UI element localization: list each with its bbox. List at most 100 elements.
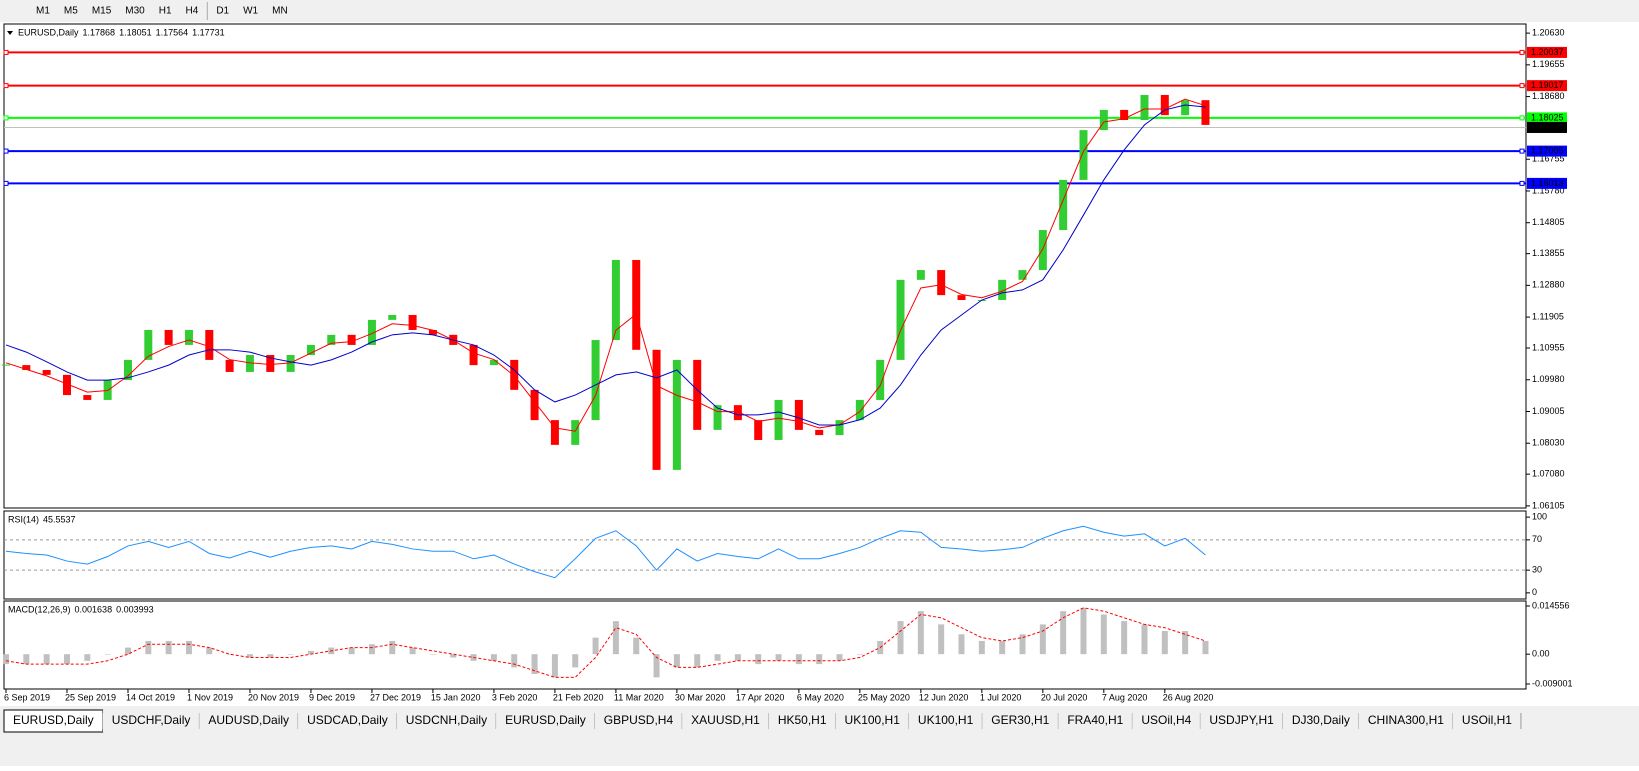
tab-label[interactable]: CHINA300,H1 (1368, 713, 1444, 727)
candle (205, 329, 214, 360)
timeframe-button[interactable]: H4 (186, 6, 199, 17)
tab[interactable] (768, 710, 836, 732)
tab[interactable] (1282, 710, 1359, 732)
macd-bar (673, 654, 680, 668)
candle (327, 334, 336, 345)
timeframe-button[interactable]: M15 (92, 6, 112, 17)
candle (1038, 230, 1047, 271)
tab[interactable] (199, 710, 299, 732)
x-tick-label: 21 Feb 2020 (553, 692, 604, 702)
macd-bar (389, 640, 396, 655)
tab[interactable] (835, 710, 909, 732)
macd-bar (856, 654, 863, 655)
timeframe-button[interactable]: M5 (64, 6, 78, 17)
timeframe-button[interactable]: M1 (36, 6, 50, 17)
x-tick-label: 25 Sep 2019 (65, 692, 116, 702)
tab-label[interactable]: AUDUSD,Daily (208, 713, 289, 727)
candle (367, 319, 376, 345)
tab-label[interactable]: GBPUSD,H4 (604, 713, 674, 727)
candle (62, 374, 71, 396)
macd-bar (206, 647, 213, 655)
y-tick-label: 0.00 (1532, 649, 1550, 659)
tab[interactable] (396, 710, 497, 732)
timeframe-button[interactable]: M30 (125, 6, 145, 17)
candle (286, 355, 295, 372)
candle (489, 359, 498, 366)
y-tick-label: 1.19655 (1532, 59, 1565, 69)
macd-bar (999, 640, 1006, 655)
level-label-box (1527, 46, 1567, 58)
indicator-text: 0.001638 (75, 604, 113, 614)
tab-label[interactable]: GER30,H1 (991, 713, 1049, 727)
candle (1079, 130, 1088, 180)
tab-label[interactable]: UK100,H1 (845, 713, 901, 727)
x-tick-label: 1 Jul 2020 (980, 692, 1022, 702)
tab-label[interactable]: FRA40,H1 (1067, 713, 1123, 727)
y-tick-label: 1.06105 (1532, 500, 1565, 510)
tab-label[interactable]: XAUUSD,H1 (691, 713, 760, 727)
tab[interactable] (908, 710, 983, 732)
candle (347, 334, 356, 345)
tab[interactable] (298, 710, 397, 732)
tab-label[interactable]: USDJPY,H1 (1209, 713, 1274, 727)
tab[interactable] (1058, 710, 1133, 732)
timeframe-button[interactable]: MN (272, 6, 288, 17)
macd-bar (246, 654, 253, 658)
tab-label[interactable]: EURUSD,Daily (13, 713, 94, 727)
indicator-text: 1.18051 (119, 27, 152, 37)
macd-bar (1060, 611, 1067, 655)
rsi-panel (3, 510, 1527, 600)
timeframe-button[interactable]: D1 (216, 6, 229, 17)
tab[interactable] (1452, 710, 1521, 732)
level-handle (1519, 148, 1525, 154)
candle (1181, 100, 1190, 116)
timeframe-button[interactable]: H1 (159, 6, 172, 17)
macd-bar (1182, 631, 1189, 655)
candle (164, 329, 173, 345)
candle (1099, 109, 1108, 131)
tab[interactable] (1200, 710, 1283, 732)
tab-label[interactable]: HK50,H1 (778, 713, 827, 727)
candle (144, 329, 153, 360)
candle (672, 359, 681, 470)
tab[interactable] (496, 710, 595, 732)
macd-bar (714, 654, 721, 661)
menu-arrow[interactable] (7, 31, 13, 35)
tab[interactable] (594, 710, 683, 732)
tab-label[interactable]: USDCNH,Daily (406, 713, 487, 727)
tab-label[interactable]: USDCAD,Daily (307, 713, 388, 727)
tab-label[interactable]: EURUSD,Daily (505, 713, 586, 727)
level-label-box (1527, 80, 1567, 92)
level-handle (1519, 115, 1525, 121)
tab[interactable] (682, 710, 769, 732)
x-tick-label: 27 Dec 2019 (370, 692, 421, 702)
macd-bar (917, 611, 924, 655)
y-tick-label: 70 (1532, 534, 1542, 544)
tab-label[interactable]: USOil,H1 (1462, 713, 1512, 727)
level-handle (3, 83, 9, 89)
timeframe-button[interactable]: W1 (243, 6, 258, 17)
macd-bar (145, 640, 152, 655)
y-tick-label: 1.14805 (1532, 217, 1565, 227)
candle (774, 399, 783, 440)
macd-bar (490, 654, 497, 661)
y-tick-label: 30 (1532, 565, 1542, 575)
x-tick-label: 7 Aug 2020 (1102, 692, 1148, 702)
indicator-text: RSI(14) (8, 514, 39, 524)
indicator-text: 1.17868 (83, 27, 116, 37)
level-label: 1.19017 (1531, 80, 1564, 90)
tab[interactable] (1358, 710, 1453, 732)
tab-label[interactable]: DJ30,Daily (1292, 713, 1350, 727)
x-tick-label: 9 Dec 2019 (309, 692, 355, 702)
tab[interactable] (102, 710, 200, 732)
tab[interactable] (982, 710, 1059, 732)
macd-bar (958, 634, 965, 655)
tab[interactable] (1132, 710, 1201, 732)
candle (388, 314, 397, 320)
candle (937, 270, 946, 296)
tab-label[interactable]: USDCHF,Daily (112, 713, 191, 727)
tab-label[interactable]: USOil,H4 (1141, 713, 1191, 727)
tab-label[interactable]: UK100,H1 (918, 713, 974, 727)
macd-bar (694, 654, 701, 668)
